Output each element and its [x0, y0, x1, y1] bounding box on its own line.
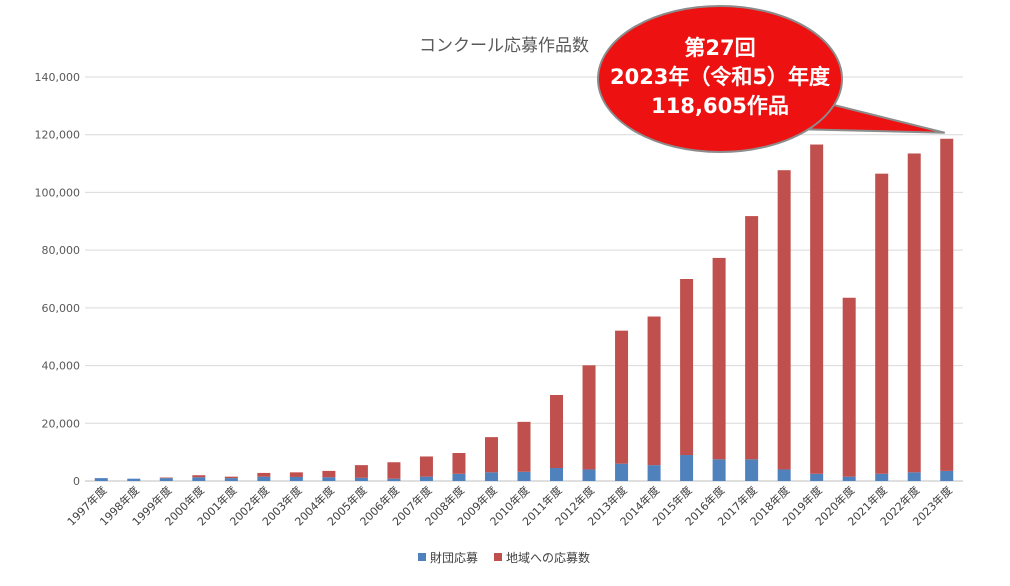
- bar-foundation: [159, 478, 173, 481]
- chart-title: コンクール応募作品数: [419, 36, 589, 56]
- x-axis: 1997年度1998年度1999年度2000年度2001年度2002年度2003…: [64, 483, 955, 528]
- bar-region: [615, 330, 629, 464]
- bar-foundation: [712, 459, 726, 481]
- legend-label: 財団応募: [430, 550, 478, 565]
- callout-line: 118,605作品: [651, 94, 789, 118]
- bar-foundation: [289, 476, 303, 481]
- bar-foundation: [680, 455, 694, 481]
- bar-region: [875, 173, 889, 474]
- y-tick-label: 0: [73, 475, 80, 488]
- bar-foundation: [484, 472, 498, 481]
- bar-foundation: [354, 477, 368, 481]
- callout-bubble: [597, 5, 843, 153]
- bar-foundation: [94, 478, 108, 481]
- bar-region: [419, 456, 433, 477]
- bar-foundation: [550, 468, 564, 481]
- bar-region: [224, 476, 238, 479]
- bar-foundation: [875, 473, 889, 481]
- legend-swatch: [418, 553, 426, 561]
- bar-foundation: [647, 465, 661, 481]
- y-axis: 0 20,000 40,000 60,000 80,000 100,000 120,000 1…: [35, 71, 81, 488]
- bar-region: [387, 462, 401, 479]
- y-tick-label: 20,000: [42, 417, 81, 430]
- bar-foundation: [745, 459, 759, 481]
- bar-foundation: [810, 473, 824, 481]
- callout-seam: [796, 101, 825, 125]
- bar-foundation: [452, 473, 466, 481]
- bar-region: [712, 257, 726, 460]
- callout: 第27回 2023年（令和5）年度 118,605作品: [597, 5, 945, 153]
- bar-region: [257, 472, 271, 477]
- bar-foundation: [387, 478, 401, 481]
- bar-region: [484, 437, 498, 473]
- bar-region: [289, 472, 303, 477]
- bar-region: [745, 216, 759, 460]
- bar-region: [582, 365, 596, 470]
- y-tick-label: 60,000: [42, 302, 81, 315]
- bar-foundation: [127, 478, 141, 481]
- bar-region: [777, 170, 791, 470]
- bar-region: [647, 316, 661, 466]
- bar-region: [842, 297, 856, 477]
- bar-region: [907, 153, 921, 473]
- bar-region: [550, 395, 564, 469]
- bar-region: [354, 465, 368, 478]
- callout-line: 第27回: [684, 36, 755, 60]
- bar-foundation: [224, 478, 238, 481]
- legend: 財団応募 地域への応募数: [418, 550, 590, 565]
- bar-foundation: [419, 476, 433, 481]
- bar-foundation: [322, 477, 336, 481]
- bar-foundation: [517, 471, 531, 481]
- y-tick-label: 80,000: [42, 244, 81, 257]
- y-tick-label: 120,000: [35, 129, 81, 142]
- y-tick-label: 140,000: [35, 71, 81, 84]
- bar-region: [940, 138, 954, 471]
- bar-foundation: [940, 470, 954, 481]
- y-tick-label: 100,000: [35, 186, 81, 199]
- bars: [94, 138, 954, 481]
- bar-foundation: [907, 472, 921, 481]
- bar-foundation: [192, 477, 206, 481]
- bar-region: [452, 453, 466, 474]
- bar-foundation: [842, 476, 856, 481]
- bar-region: [810, 144, 824, 474]
- bar-foundation: [615, 463, 629, 481]
- bar-region: [680, 279, 694, 456]
- legend-label: 地域への応募数: [506, 550, 590, 565]
- bar-foundation: [582, 469, 596, 481]
- grid: [85, 76, 963, 482]
- bar-region: [192, 475, 206, 478]
- bar-region: [322, 470, 336, 478]
- legend-swatch: [494, 553, 502, 561]
- bar-region: [517, 421, 531, 472]
- callout-line: 2023年（令和5）年度: [610, 65, 830, 89]
- bar-foundation: [777, 469, 791, 481]
- bar-region: [159, 477, 173, 479]
- bar-foundation: [257, 476, 271, 481]
- y-tick-label: 40,000: [42, 360, 81, 373]
